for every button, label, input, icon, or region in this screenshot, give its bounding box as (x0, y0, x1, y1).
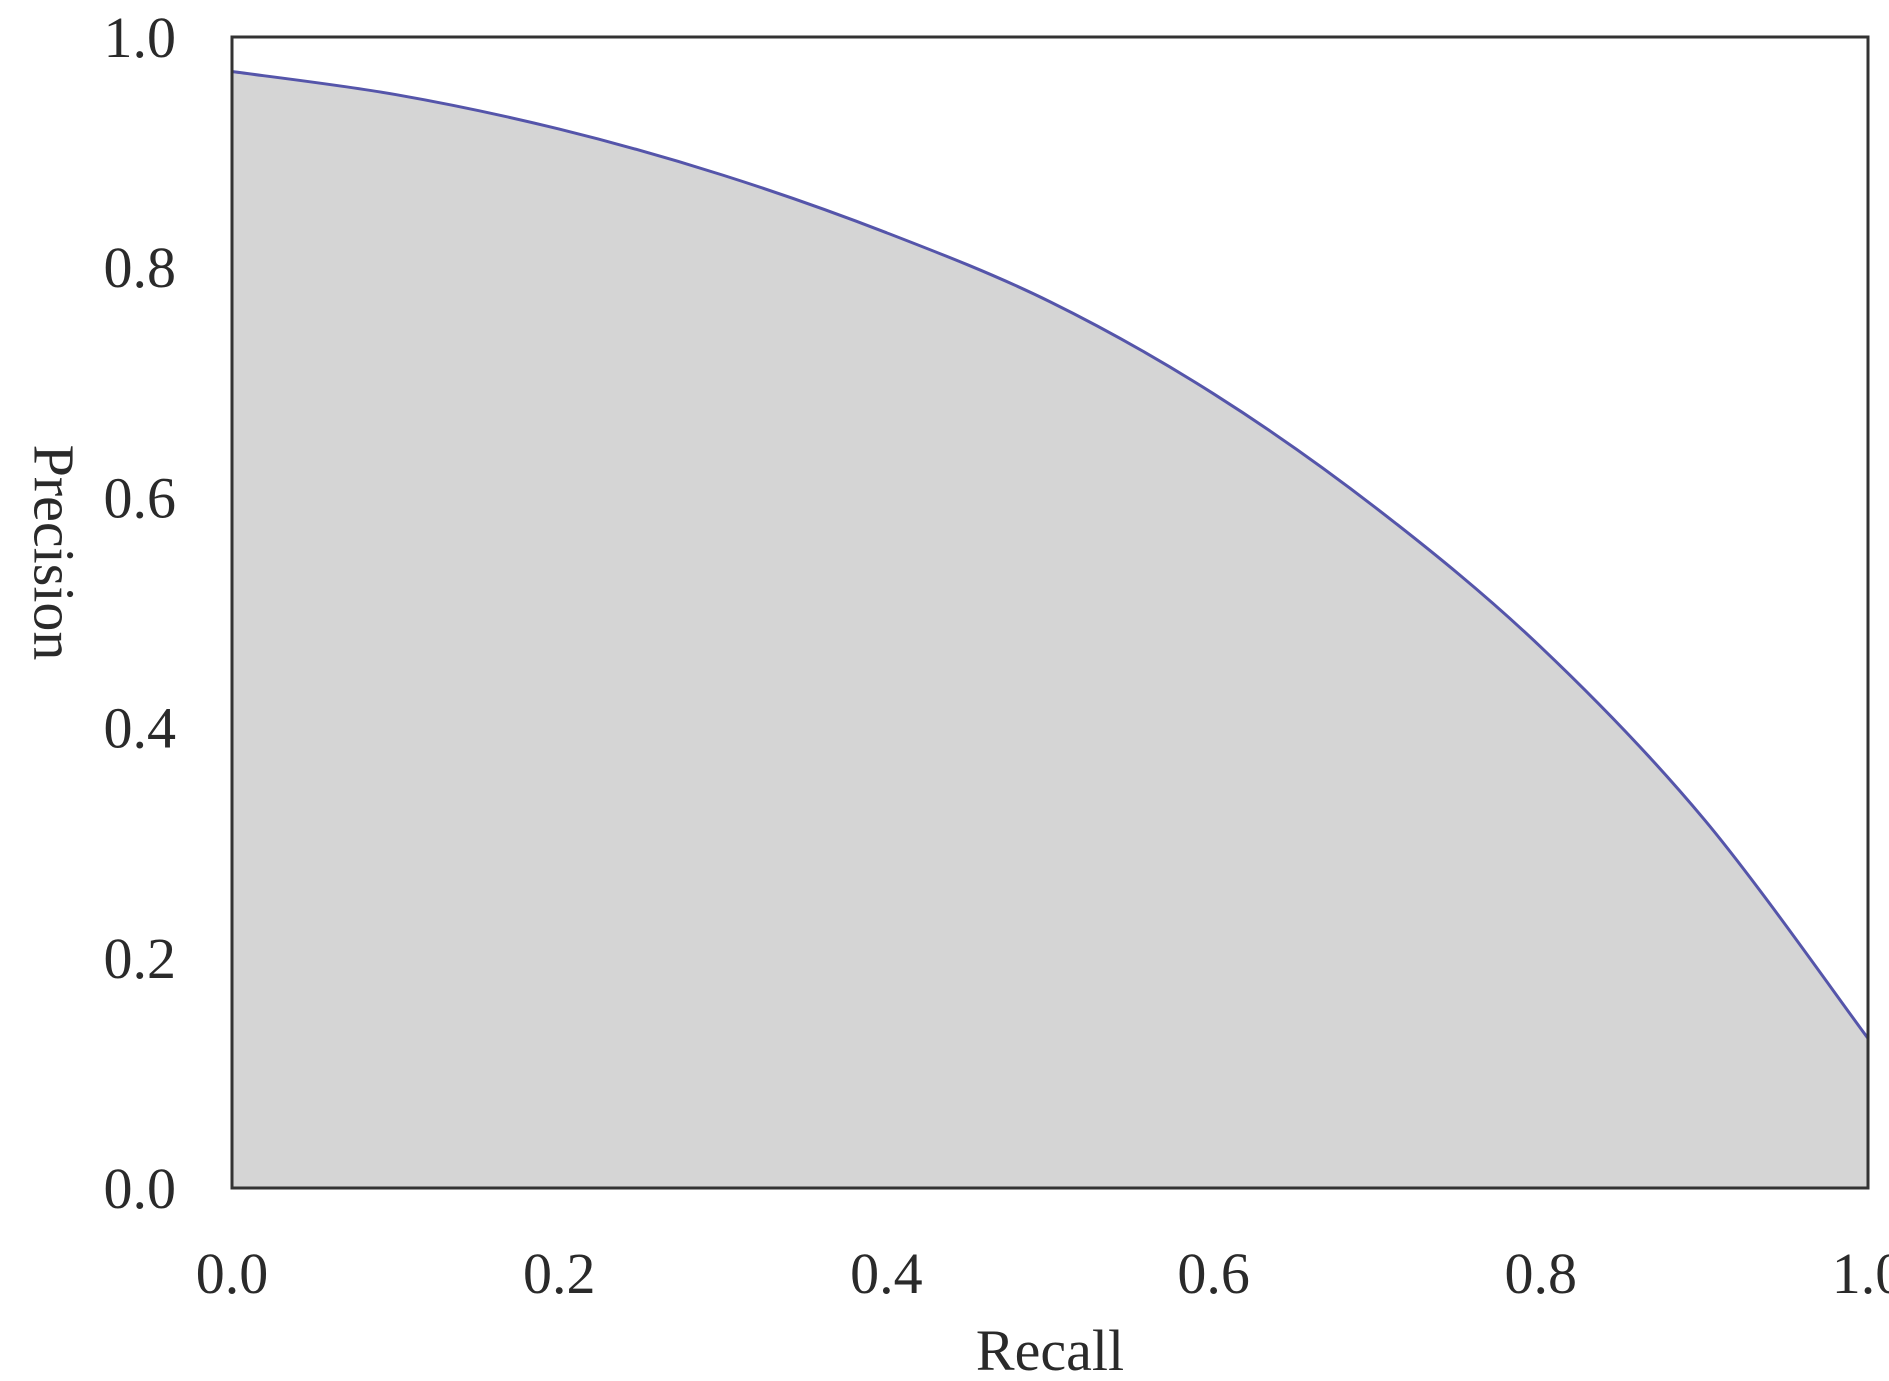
x-axis-title: Recall (976, 1318, 1124, 1381)
plot-border (230, 35, 1870, 1190)
y-tick-label: 0.6 (104, 465, 177, 530)
y-tick-label: 0.4 (104, 696, 177, 761)
x-tick-label: 0.6 (1177, 1241, 1250, 1306)
y-tick-label: 0.2 (104, 926, 177, 991)
x-tick-label: 0.0 (196, 1241, 269, 1306)
y-axis-ticks: 0.0 0.2 0.4 0.6 0.8 1.0 (104, 5, 177, 1221)
area-fill-0 (232, 71, 1868, 1188)
x-tick-label: 1.0 (1832, 1241, 1889, 1306)
x-tick-label: 0.8 (1505, 1241, 1578, 1306)
x-axis-ticks: 0.0 0.2 0.4 0.6 0.8 1.0 (196, 1241, 1889, 1306)
pr-curve-line-0 (231, 70, 1870, 1040)
x-tick-label: 0.4 (850, 1241, 923, 1306)
y-tick-label: 0.0 (104, 1156, 177, 1221)
plot-frame (230, 35, 1870, 1190)
y-tick-label: 1.0 (104, 5, 177, 70)
y-axis-title: Precision (22, 445, 87, 661)
plot-area (231, 70, 1870, 1188)
y-tick-label: 0.8 (104, 235, 177, 300)
x-tick-label: 0.2 (523, 1241, 596, 1306)
